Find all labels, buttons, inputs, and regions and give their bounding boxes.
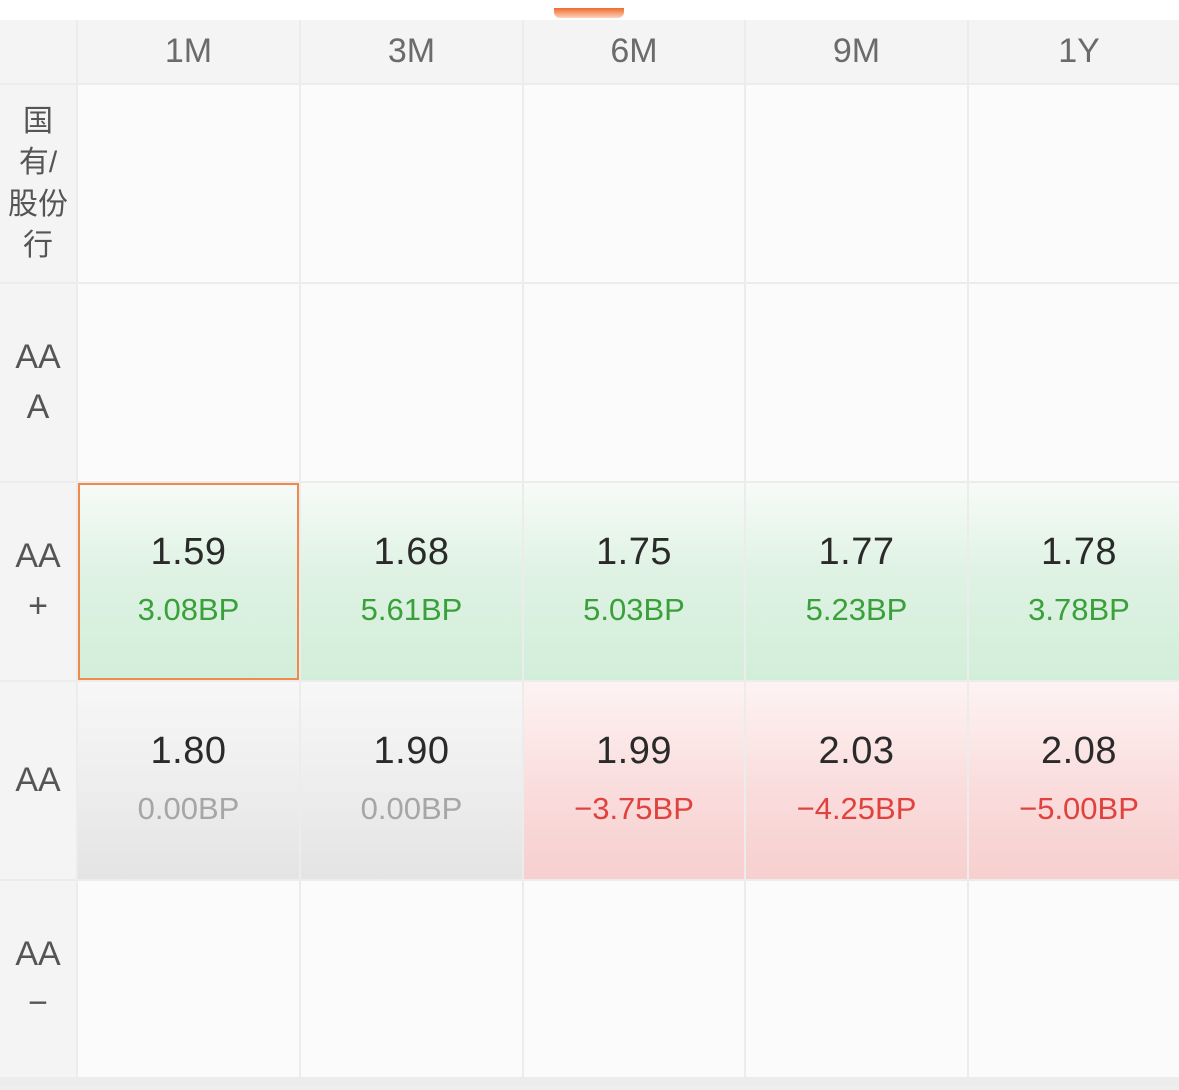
rate-value: 1.90 — [373, 730, 450, 772]
row-header-state-owned-joint-stock: 国 有/ 股份 行 — [0, 85, 76, 282]
rate-cell-aa-plus-6m[interactable]: 1.75 5.03BP — [524, 483, 744, 680]
rate-change: 3.08BP — [137, 592, 240, 627]
rate-change: 5.03BP — [583, 592, 685, 627]
rate-matrix-table: 1M 3M 6M 9M 1Y 国 有/ 股份 行 AA A AA + 1.59 … — [0, 20, 1179, 1086]
row-label: 国 有/ 股份 行 — [8, 104, 68, 262]
table-cell-empty[interactable] — [746, 284, 967, 481]
rate-change: −5.00BP — [1019, 791, 1139, 826]
rate-cell-aa-6m[interactable]: 1.99 −3.75BP — [524, 682, 744, 879]
column-header-3m[interactable]: 3M — [301, 20, 522, 83]
table-cell-empty[interactable] — [78, 85, 299, 282]
rate-value: 1.59 — [150, 531, 227, 573]
rate-cell-aa-1m[interactable]: 1.80 0.00BP — [78, 682, 299, 879]
column-header-9m[interactable]: 9M — [746, 20, 967, 83]
row-header-aa-plus: AA + — [0, 483, 76, 680]
table-cell-empty[interactable] — [78, 284, 299, 481]
rate-value: 2.03 — [818, 730, 895, 772]
rate-change: 0.00BP — [360, 791, 463, 826]
table-cell-empty[interactable] — [969, 85, 1179, 282]
rate-change: 0.00BP — [137, 791, 240, 826]
row-label: AA − — [15, 934, 61, 1022]
table-cell-empty[interactable] — [524, 284, 744, 481]
column-header-6m[interactable]: 6M — [524, 20, 744, 83]
table-cell-empty[interactable] — [969, 284, 1179, 481]
rate-change: 5.61BP — [360, 592, 463, 627]
rate-value: 1.80 — [150, 730, 227, 772]
rate-change: −4.25BP — [796, 791, 917, 826]
rate-value: 1.99 — [596, 730, 672, 772]
table-cell-empty[interactable] — [301, 881, 522, 1077]
row-header-aa: AA — [0, 682, 76, 879]
rate-cell-aa-3m[interactable]: 1.90 0.00BP — [301, 682, 522, 879]
table-cell-empty[interactable] — [746, 881, 967, 1077]
rate-value: 1.77 — [818, 531, 895, 573]
active-tab-indicator — [554, 8, 624, 18]
row-label: AA + — [15, 537, 61, 625]
rate-value: 1.68 — [373, 531, 450, 573]
table-corner — [0, 20, 76, 83]
column-header-1m[interactable]: 1M — [78, 20, 299, 83]
rate-change: −3.75BP — [574, 791, 694, 826]
table-cell-empty[interactable] — [301, 85, 522, 282]
rate-cell-aa-plus-1m[interactable]: 1.59 3.08BP — [78, 483, 299, 680]
row-label: AA — [15, 760, 61, 799]
table-cell-empty[interactable] — [746, 85, 967, 282]
table-cell-empty[interactable] — [524, 85, 744, 282]
table-cell-empty[interactable] — [969, 881, 1179, 1077]
table-cell-empty[interactable] — [524, 881, 744, 1077]
rate-cell-aa-9m[interactable]: 2.03 −4.25BP — [746, 682, 967, 879]
rate-value: 2.08 — [1041, 730, 1117, 772]
rate-value: 1.78 — [1041, 531, 1117, 573]
rate-cell-aa-1y[interactable]: 2.08 −5.00BP — [969, 682, 1179, 879]
bottom-divider — [0, 1086, 1179, 1090]
row-label: AA A — [15, 338, 61, 426]
rate-cell-aa-plus-9m[interactable]: 1.77 5.23BP — [746, 483, 967, 680]
rate-change: 5.23BP — [805, 592, 908, 627]
rate-cell-aa-plus-3m[interactable]: 1.68 5.61BP — [301, 483, 522, 680]
rate-change: 3.78BP — [1028, 592, 1130, 627]
rate-cell-aa-plus-1y[interactable]: 1.78 3.78BP — [969, 483, 1179, 680]
table-cell-empty[interactable] — [301, 284, 522, 481]
column-header-1y[interactable]: 1Y — [969, 20, 1179, 83]
row-header-aa-minus: AA − — [0, 881, 76, 1077]
table-cell-empty[interactable] — [78, 881, 299, 1077]
rate-value: 1.75 — [596, 531, 672, 573]
row-header-aaa: AA A — [0, 284, 76, 481]
